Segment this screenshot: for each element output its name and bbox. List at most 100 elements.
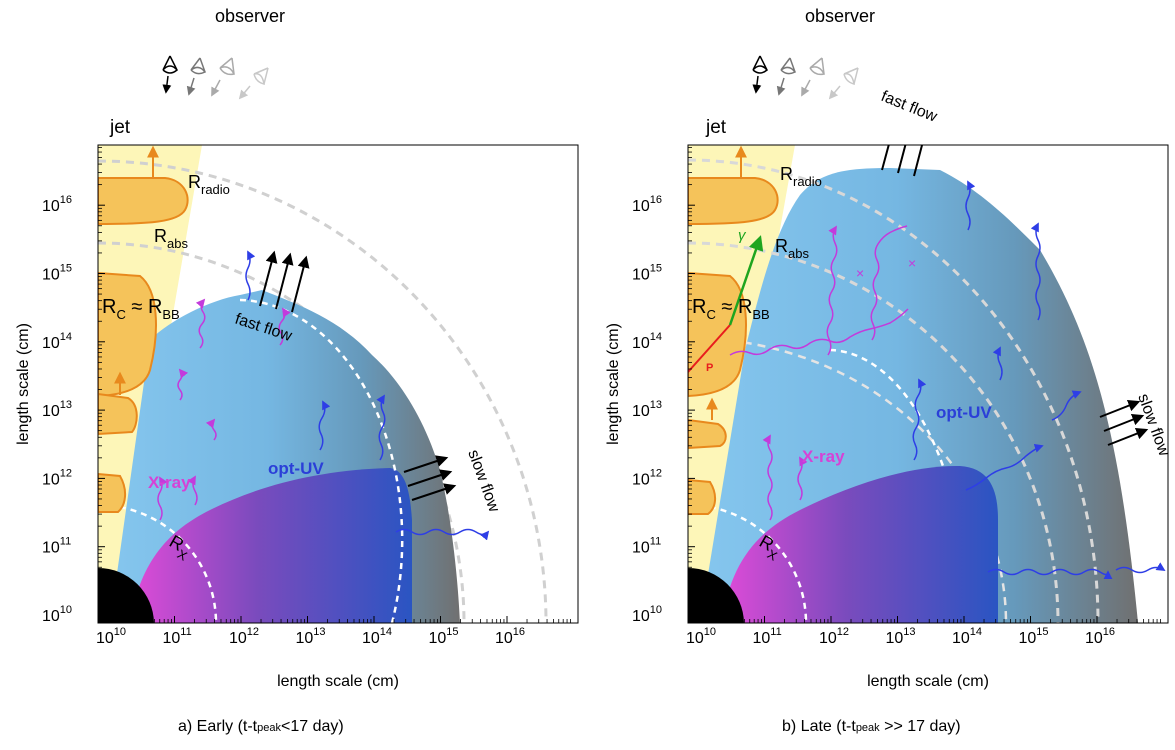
- jet-blob-2: [688, 271, 747, 398]
- xray-wave-2: [826, 225, 838, 356]
- y-tick-label: 1010: [632, 604, 662, 625]
- xray-wave-1: [177, 368, 189, 401]
- observer-label: observer: [215, 6, 285, 26]
- y-tick-label: 1013: [632, 399, 662, 420]
- xray-wave-1: [729, 308, 909, 356]
- x-tick-label: 1013: [886, 626, 916, 647]
- opt-wave-6: [1051, 390, 1082, 421]
- x-tick-label: 1011: [163, 626, 192, 647]
- fast-flow-arrow-3: [291, 255, 310, 313]
- slow-flow-label: slow flow: [1134, 392, 1172, 459]
- eye-icon: [186, 57, 207, 96]
- jet-blob-1: [98, 177, 189, 226]
- y-tick-label: 1015: [632, 263, 662, 284]
- panel-early-plot: Rradio Rabs RC ≈ RBB RX fast flow slow f…: [98, 145, 548, 623]
- r-c-bb-label: RC ≈ RBB: [692, 296, 770, 322]
- x-tick-label: 1010: [96, 626, 126, 647]
- y-axis-label: length scale (cm): [605, 323, 622, 445]
- jet-blob-2: [98, 271, 157, 398]
- opt-wave-3: [992, 346, 1003, 381]
- r-radio-arc: [98, 159, 548, 623]
- absorption-mark: ×: [856, 265, 864, 281]
- gamma-label: γ: [738, 227, 747, 244]
- y-tick-label: 1012: [42, 467, 72, 488]
- fast-flow-arrow-1: [259, 250, 278, 307]
- r-radio-arc: [688, 158, 1100, 623]
- opt-wave-1: [965, 180, 976, 231]
- xray-wave-3: [870, 225, 908, 341]
- jet-label: jet: [109, 117, 131, 138]
- proton-track: [688, 324, 731, 373]
- proton-label: P: [706, 362, 713, 374]
- y-tick-label: 1011: [632, 536, 661, 557]
- jet-blob-1: [688, 177, 779, 226]
- r-abs-label: Rabs: [154, 226, 188, 251]
- y-tick-label: 1014: [632, 331, 662, 352]
- y-tick-label: 1016: [632, 194, 662, 215]
- x-tick-label: 1011: [753, 626, 782, 647]
- x-tick-label: 1015: [429, 626, 459, 647]
- slow-flow-arrow-2: [1103, 413, 1145, 432]
- xray-wave-5: [195, 298, 206, 349]
- opt-wave-7: [987, 568, 1113, 580]
- y-tick-label: 1010: [42, 604, 72, 625]
- gamma-track: [728, 235, 764, 326]
- slow-flow-label: slow flow: [464, 448, 502, 515]
- slow-flow-arrow-1: [1099, 399, 1141, 418]
- jet-blob-3: [688, 418, 727, 450]
- y-tick-label: 1015: [42, 263, 72, 284]
- fast-flow-arrow-3: [913, 145, 924, 177]
- y-tick-label: 1013: [42, 399, 72, 420]
- opt-uv-label: opt-UV: [268, 459, 324, 478]
- opt-wave-4: [395, 528, 490, 541]
- jet-label: jet: [705, 117, 727, 138]
- x-tick-label: 1015: [1019, 626, 1049, 647]
- opt-wave-1: [245, 250, 256, 301]
- xray-optuv-region: [722, 465, 998, 623]
- eye-icon: [162, 55, 179, 94]
- eye-icon: [238, 67, 269, 100]
- xray-wave-4: [187, 475, 198, 506]
- panel-early: Rradio Rabs RC ≈ RBB RX fast flow slow f…: [15, 6, 579, 690]
- observer-eye-icons: [752, 55, 859, 100]
- xray-wave-2: [205, 418, 217, 441]
- y-tick-label: 1011: [42, 536, 71, 557]
- panel-early-axes: 1010 1010 1011 1011 1012 1012 1013 1013 1014 1014…: [42, 147, 571, 647]
- opt-wave-2: [1030, 222, 1041, 321]
- fast-flow-label: fast flow: [879, 88, 940, 126]
- panel-early-frame: [97, 144, 579, 624]
- x-tick-label: 1014: [952, 626, 982, 647]
- xray-label: X-ray: [148, 473, 191, 492]
- y-tick-label: 1014: [42, 331, 72, 352]
- r-radio-label: Rradio: [780, 164, 822, 189]
- opt-uv-label: opt-UV: [936, 403, 992, 422]
- r-abs-arc: [688, 241, 1060, 623]
- panel-late-plot: × × Rradio Rabs RC ≈ RBB RX slow flow X-…: [688, 145, 1172, 623]
- jet-blob-4: [98, 472, 126, 513]
- r-abs-label: Rabs: [775, 236, 809, 261]
- observer-eye-icons: [162, 55, 269, 100]
- xray-wave-4: [762, 434, 773, 521]
- x-tick-label: 1013: [296, 626, 326, 647]
- opt-wave-8: [1115, 562, 1166, 574]
- y-tick-label: 1012: [632, 467, 662, 488]
- xray-wave-5: [797, 456, 808, 501]
- r-radio-label: Rradio: [188, 172, 230, 197]
- eye-icon: [801, 57, 826, 97]
- absorption-mark: ×: [908, 255, 916, 271]
- fast-flow-arrow-2: [897, 145, 907, 174]
- xray-wave-6: [278, 307, 291, 346]
- jet-blob-4: [688, 478, 716, 515]
- eye-icon: [776, 57, 797, 96]
- opt-wave-5: [965, 444, 1044, 491]
- y-tick-label: 1016: [42, 194, 72, 215]
- panel-late-frame: [687, 144, 1169, 624]
- xray-label: X-ray: [802, 447, 845, 466]
- eye-icon: [211, 57, 236, 97]
- slow-flow-arrow-2: [407, 469, 453, 487]
- panel-late: × × Rradio Rabs RC ≈ RBB RX slow flow X-…: [605, 6, 1172, 690]
- xray-wave-3: [157, 476, 168, 521]
- figure-canvas: Rradio Rabs RC ≈ RBB RX fast flow slow f…: [15, 6, 1172, 690]
- jet-blob-3: [98, 392, 138, 436]
- x-axis-label: length scale (cm): [867, 673, 989, 690]
